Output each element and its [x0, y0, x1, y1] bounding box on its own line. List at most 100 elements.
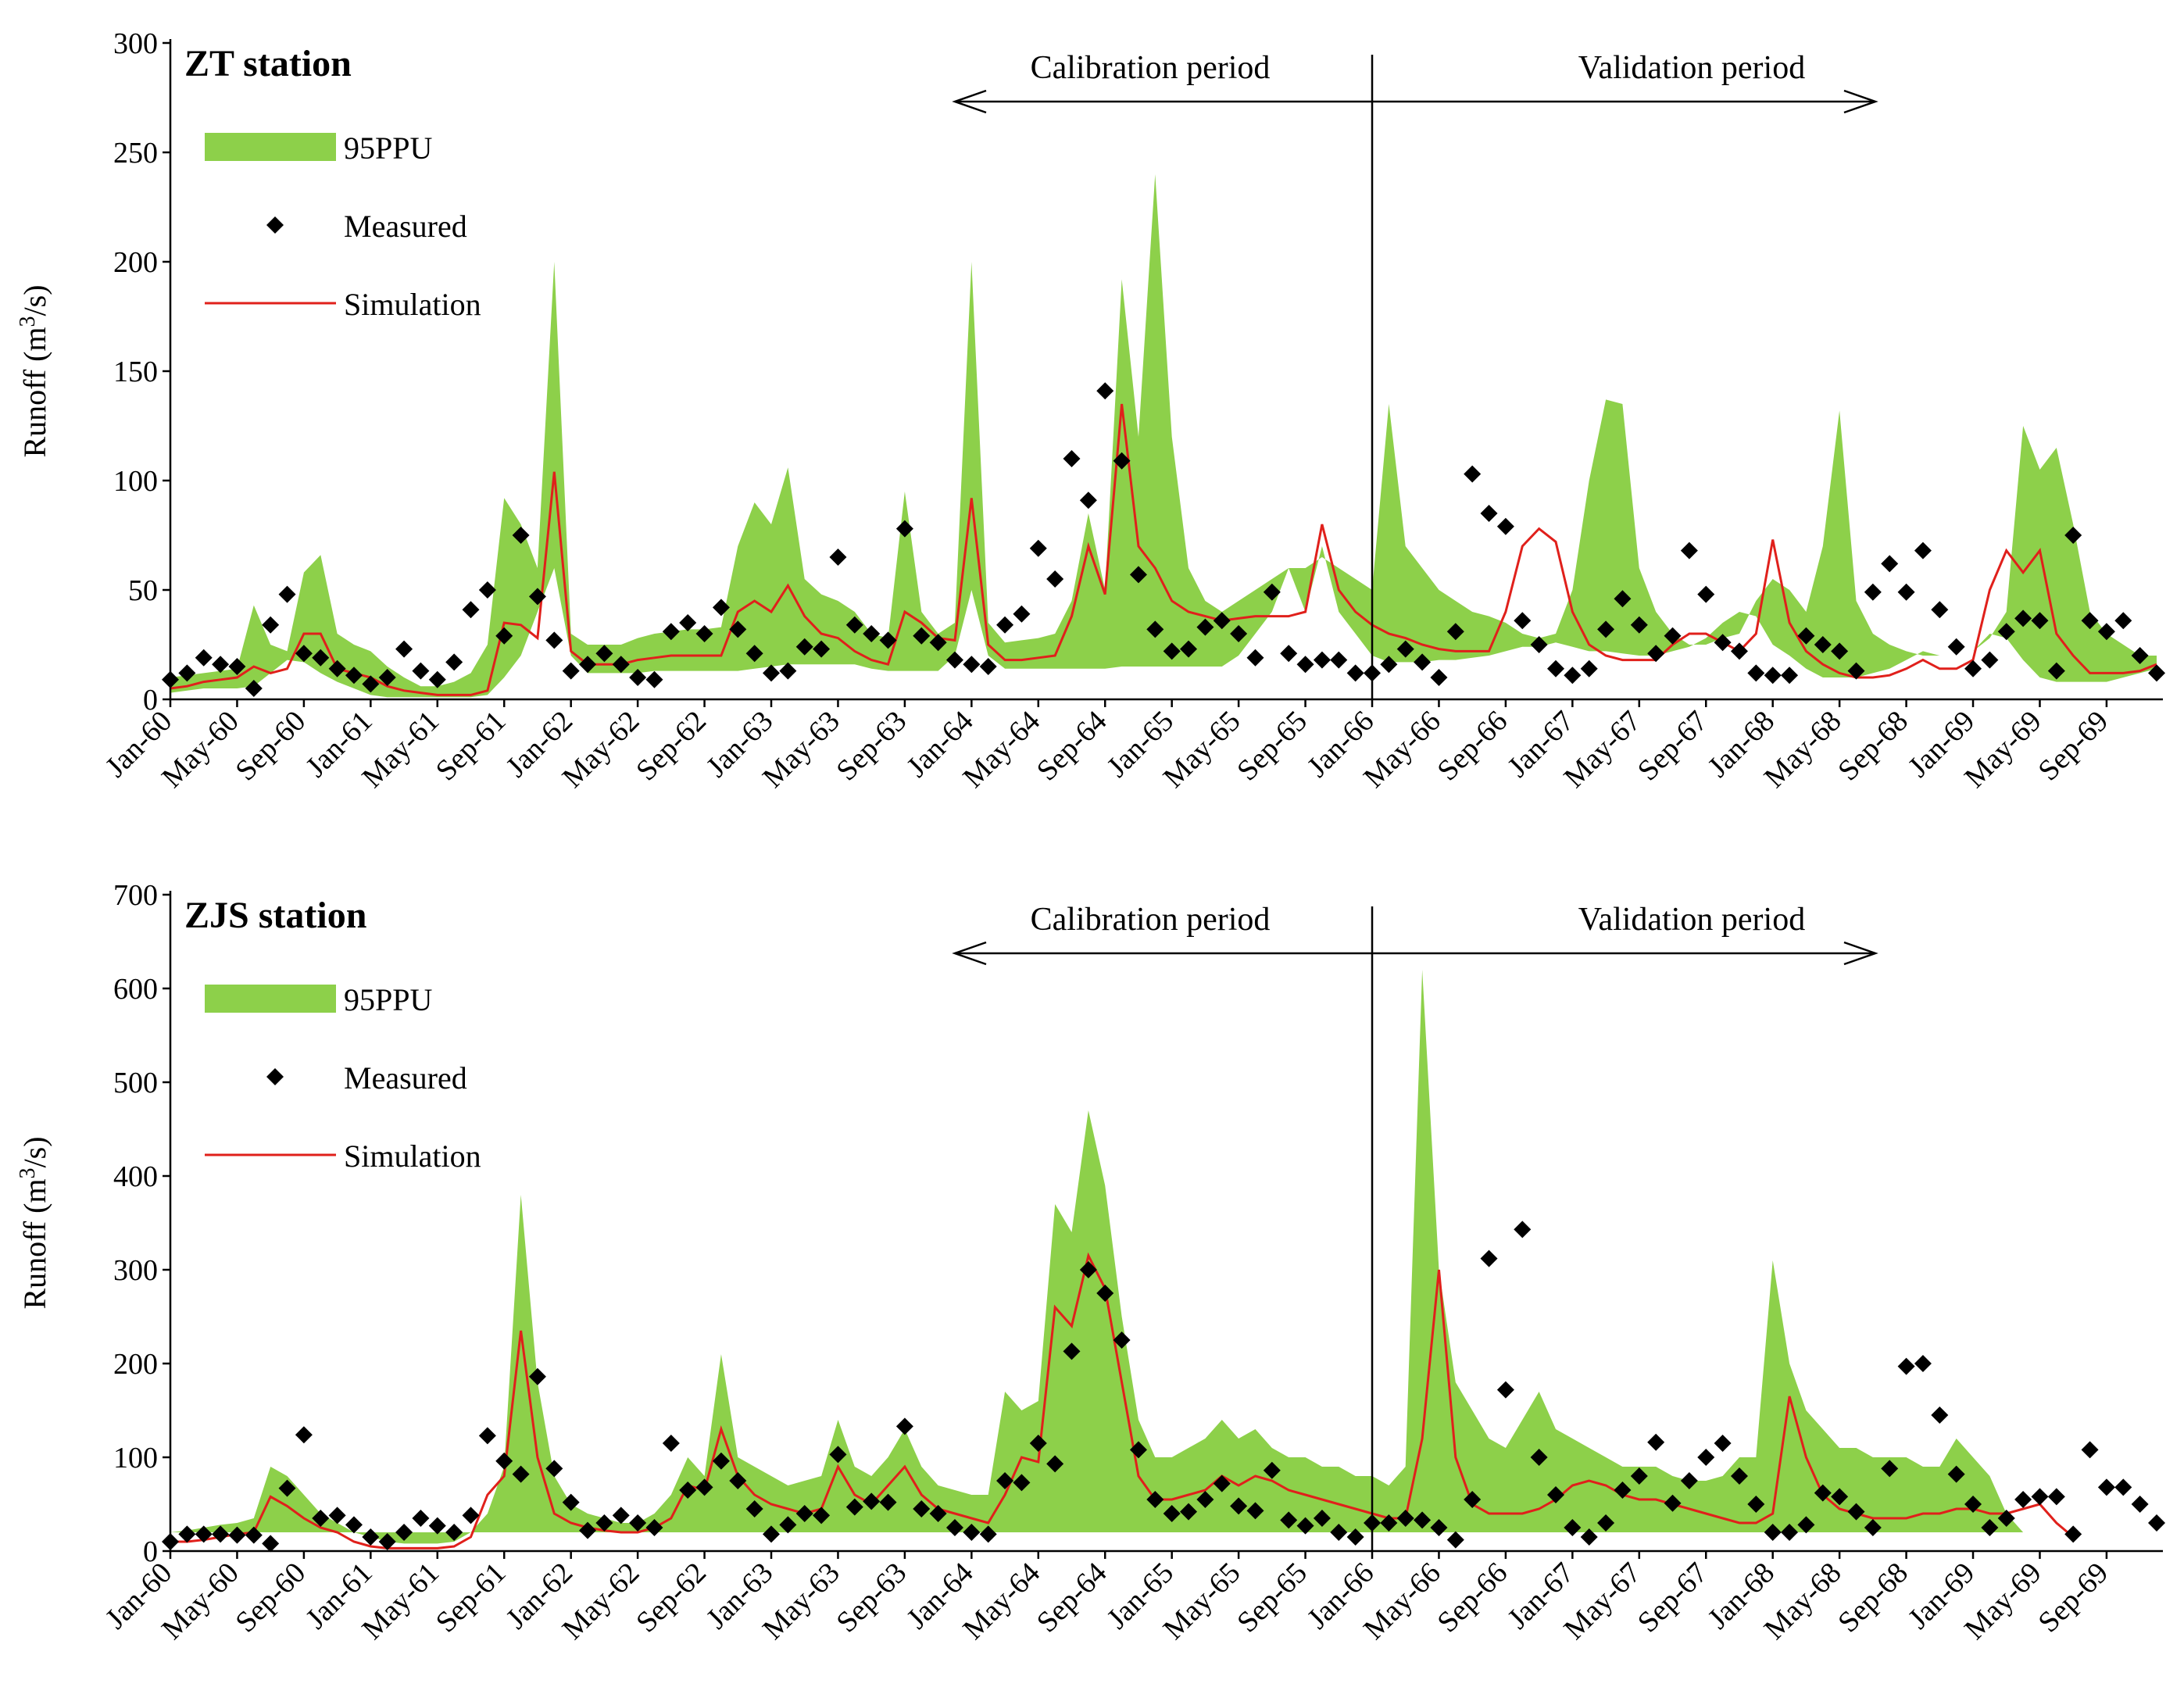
measured-point	[1597, 1514, 1615, 1532]
measured-point	[1564, 1519, 1582, 1536]
measured-point	[813, 1507, 831, 1524]
measured-point	[1263, 1461, 1281, 1479]
x-tick-label: May-68	[1758, 705, 1848, 795]
measured-point	[1480, 1249, 1498, 1267]
x-tick-label: Sep-65	[1231, 1557, 1314, 1639]
measured-point	[512, 527, 530, 544]
x-tick-label: Sep-64	[1031, 1557, 1113, 1639]
x-tick-label: Sep-66	[1431, 705, 1514, 788]
y-axis-label-main: Runoff (m	[17, 1178, 52, 1309]
measured-point	[729, 1472, 747, 1489]
measured-point	[2114, 1478, 2132, 1496]
measured-point	[1580, 1528, 1598, 1546]
measured-point	[228, 658, 246, 675]
measured-point	[312, 649, 330, 667]
measured-point	[1330, 651, 1348, 669]
measured-point	[1296, 656, 1314, 674]
measured-point	[979, 1525, 997, 1543]
measured-point	[763, 1525, 781, 1543]
measured-point	[1313, 1510, 1331, 1527]
validation-period-label: Validation period	[1578, 902, 1805, 938]
measured-point	[478, 581, 496, 599]
measured-point	[1680, 542, 1698, 559]
measured-point	[1079, 491, 1097, 509]
measured-point	[278, 1479, 296, 1497]
y-tick-label: 0	[143, 1535, 158, 1568]
legend-measured-label: Measured	[344, 209, 467, 244]
measured-point	[1546, 659, 1564, 677]
measured-point	[478, 1427, 496, 1445]
measured-point	[1063, 450, 1081, 467]
measured-point	[1464, 1491, 1482, 1508]
measured-point	[212, 656, 230, 674]
measured-point	[428, 670, 446, 688]
measured-point	[2081, 612, 2099, 630]
measured-point	[579, 1521, 597, 1539]
measured-point	[795, 638, 813, 656]
measured-point	[195, 649, 213, 667]
measured-point	[763, 664, 781, 682]
measured-point	[629, 1514, 647, 1532]
measured-point	[895, 520, 913, 538]
measured-point	[1647, 1433, 1665, 1451]
chart-panel-2: 0100200300400500600700Jan-60May-60Sep-60…	[16, 879, 2165, 1646]
measured-point	[1664, 1494, 1682, 1512]
x-tick-label: May-64	[956, 705, 1046, 795]
measured-point	[378, 1533, 396, 1550]
measured-point	[1781, 667, 1799, 685]
measured-point	[1764, 1524, 1782, 1541]
measured-point	[445, 1524, 463, 1541]
measured-point	[1129, 1441, 1147, 1459]
x-tick-label: Sep-63	[830, 705, 913, 788]
measured-point	[178, 664, 196, 682]
measured-point	[1446, 623, 1464, 641]
y-axis-label: Runoff (m3/s)	[16, 284, 52, 457]
measured-point	[863, 1492, 881, 1510]
measured-point	[2047, 1488, 2065, 1506]
measured-point	[1496, 517, 1514, 535]
measured-point	[178, 1525, 196, 1543]
measured-point	[945, 651, 963, 669]
measured-point	[1530, 636, 1548, 653]
measured-point	[1981, 651, 1999, 669]
measured-point	[645, 1519, 663, 1536]
measured-point	[895, 1417, 913, 1435]
calibration-period-label: Calibration period	[1031, 902, 1271, 938]
x-tick-label: May-69	[1958, 705, 2048, 795]
measured-point	[1580, 659, 1598, 677]
measured-point	[1797, 627, 1815, 645]
measured-point	[512, 1465, 530, 1483]
validation-period-label: Validation period	[1578, 50, 1805, 86]
measured-point	[1881, 555, 1899, 573]
measured-point	[979, 658, 997, 675]
measured-point	[2081, 1441, 2099, 1459]
y-tick-label: 150	[113, 356, 158, 388]
measured-point	[1496, 1381, 1514, 1399]
x-tick-label: Sep-69	[2032, 705, 2114, 788]
measured-point	[913, 1500, 931, 1517]
measured-point	[1831, 642, 1849, 660]
measured-point	[1113, 1331, 1131, 1349]
measured-point	[1947, 638, 1965, 656]
x-tick-label: May-65	[1157, 705, 1247, 795]
measured-point	[262, 1535, 280, 1553]
legend: 95PPU Measured Simulation	[205, 130, 481, 322]
measured-point	[1964, 659, 1982, 677]
measured-point	[262, 616, 280, 634]
measured-point	[679, 614, 697, 631]
measured-point	[695, 625, 713, 642]
measured-point	[1997, 1510, 2015, 1527]
x-tick-label: May-63	[756, 1557, 846, 1646]
x-tick-label: Sep-65	[1231, 705, 1314, 788]
measured-point	[595, 645, 613, 663]
measured-point	[879, 1493, 897, 1511]
period-arrow-left-head	[952, 941, 987, 966]
x-tick-label: Sep-60	[229, 1557, 312, 1639]
measured-point	[1180, 640, 1198, 658]
legend-band-label: 95PPU	[344, 130, 432, 166]
measured-point	[1914, 542, 1932, 559]
measured-point	[245, 680, 263, 697]
y-axis-label: Runoff (m3/s)	[16, 1136, 52, 1309]
measured-point	[1446, 1531, 1464, 1549]
measured-point	[562, 662, 580, 680]
